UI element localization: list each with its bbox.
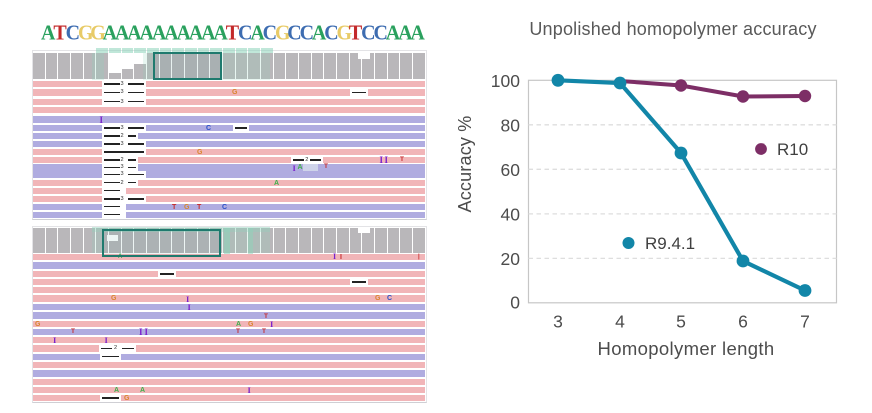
svg-text:4: 4 xyxy=(615,312,625,332)
svg-text:40: 40 xyxy=(501,204,521,224)
svg-text:5: 5 xyxy=(676,312,686,332)
svg-text:3: 3 xyxy=(553,312,563,332)
svg-text:100: 100 xyxy=(491,71,520,91)
svg-text:Unpolished homopolymer accurac: Unpolished homopolymer accuracy xyxy=(529,19,816,39)
svg-text:20: 20 xyxy=(501,249,521,269)
svg-text:0: 0 xyxy=(510,293,520,313)
svg-text:Homopolymer length: Homopolymer length xyxy=(598,338,775,359)
svg-text:R9.4.1: R9.4.1 xyxy=(645,234,695,253)
svg-text:R10: R10 xyxy=(777,140,808,159)
svg-text:80: 80 xyxy=(501,115,521,135)
svg-text:Accuracy %: Accuracy % xyxy=(455,115,475,212)
svg-text:7: 7 xyxy=(800,312,810,332)
svg-text:60: 60 xyxy=(501,160,521,180)
svg-text:6: 6 xyxy=(738,312,748,332)
